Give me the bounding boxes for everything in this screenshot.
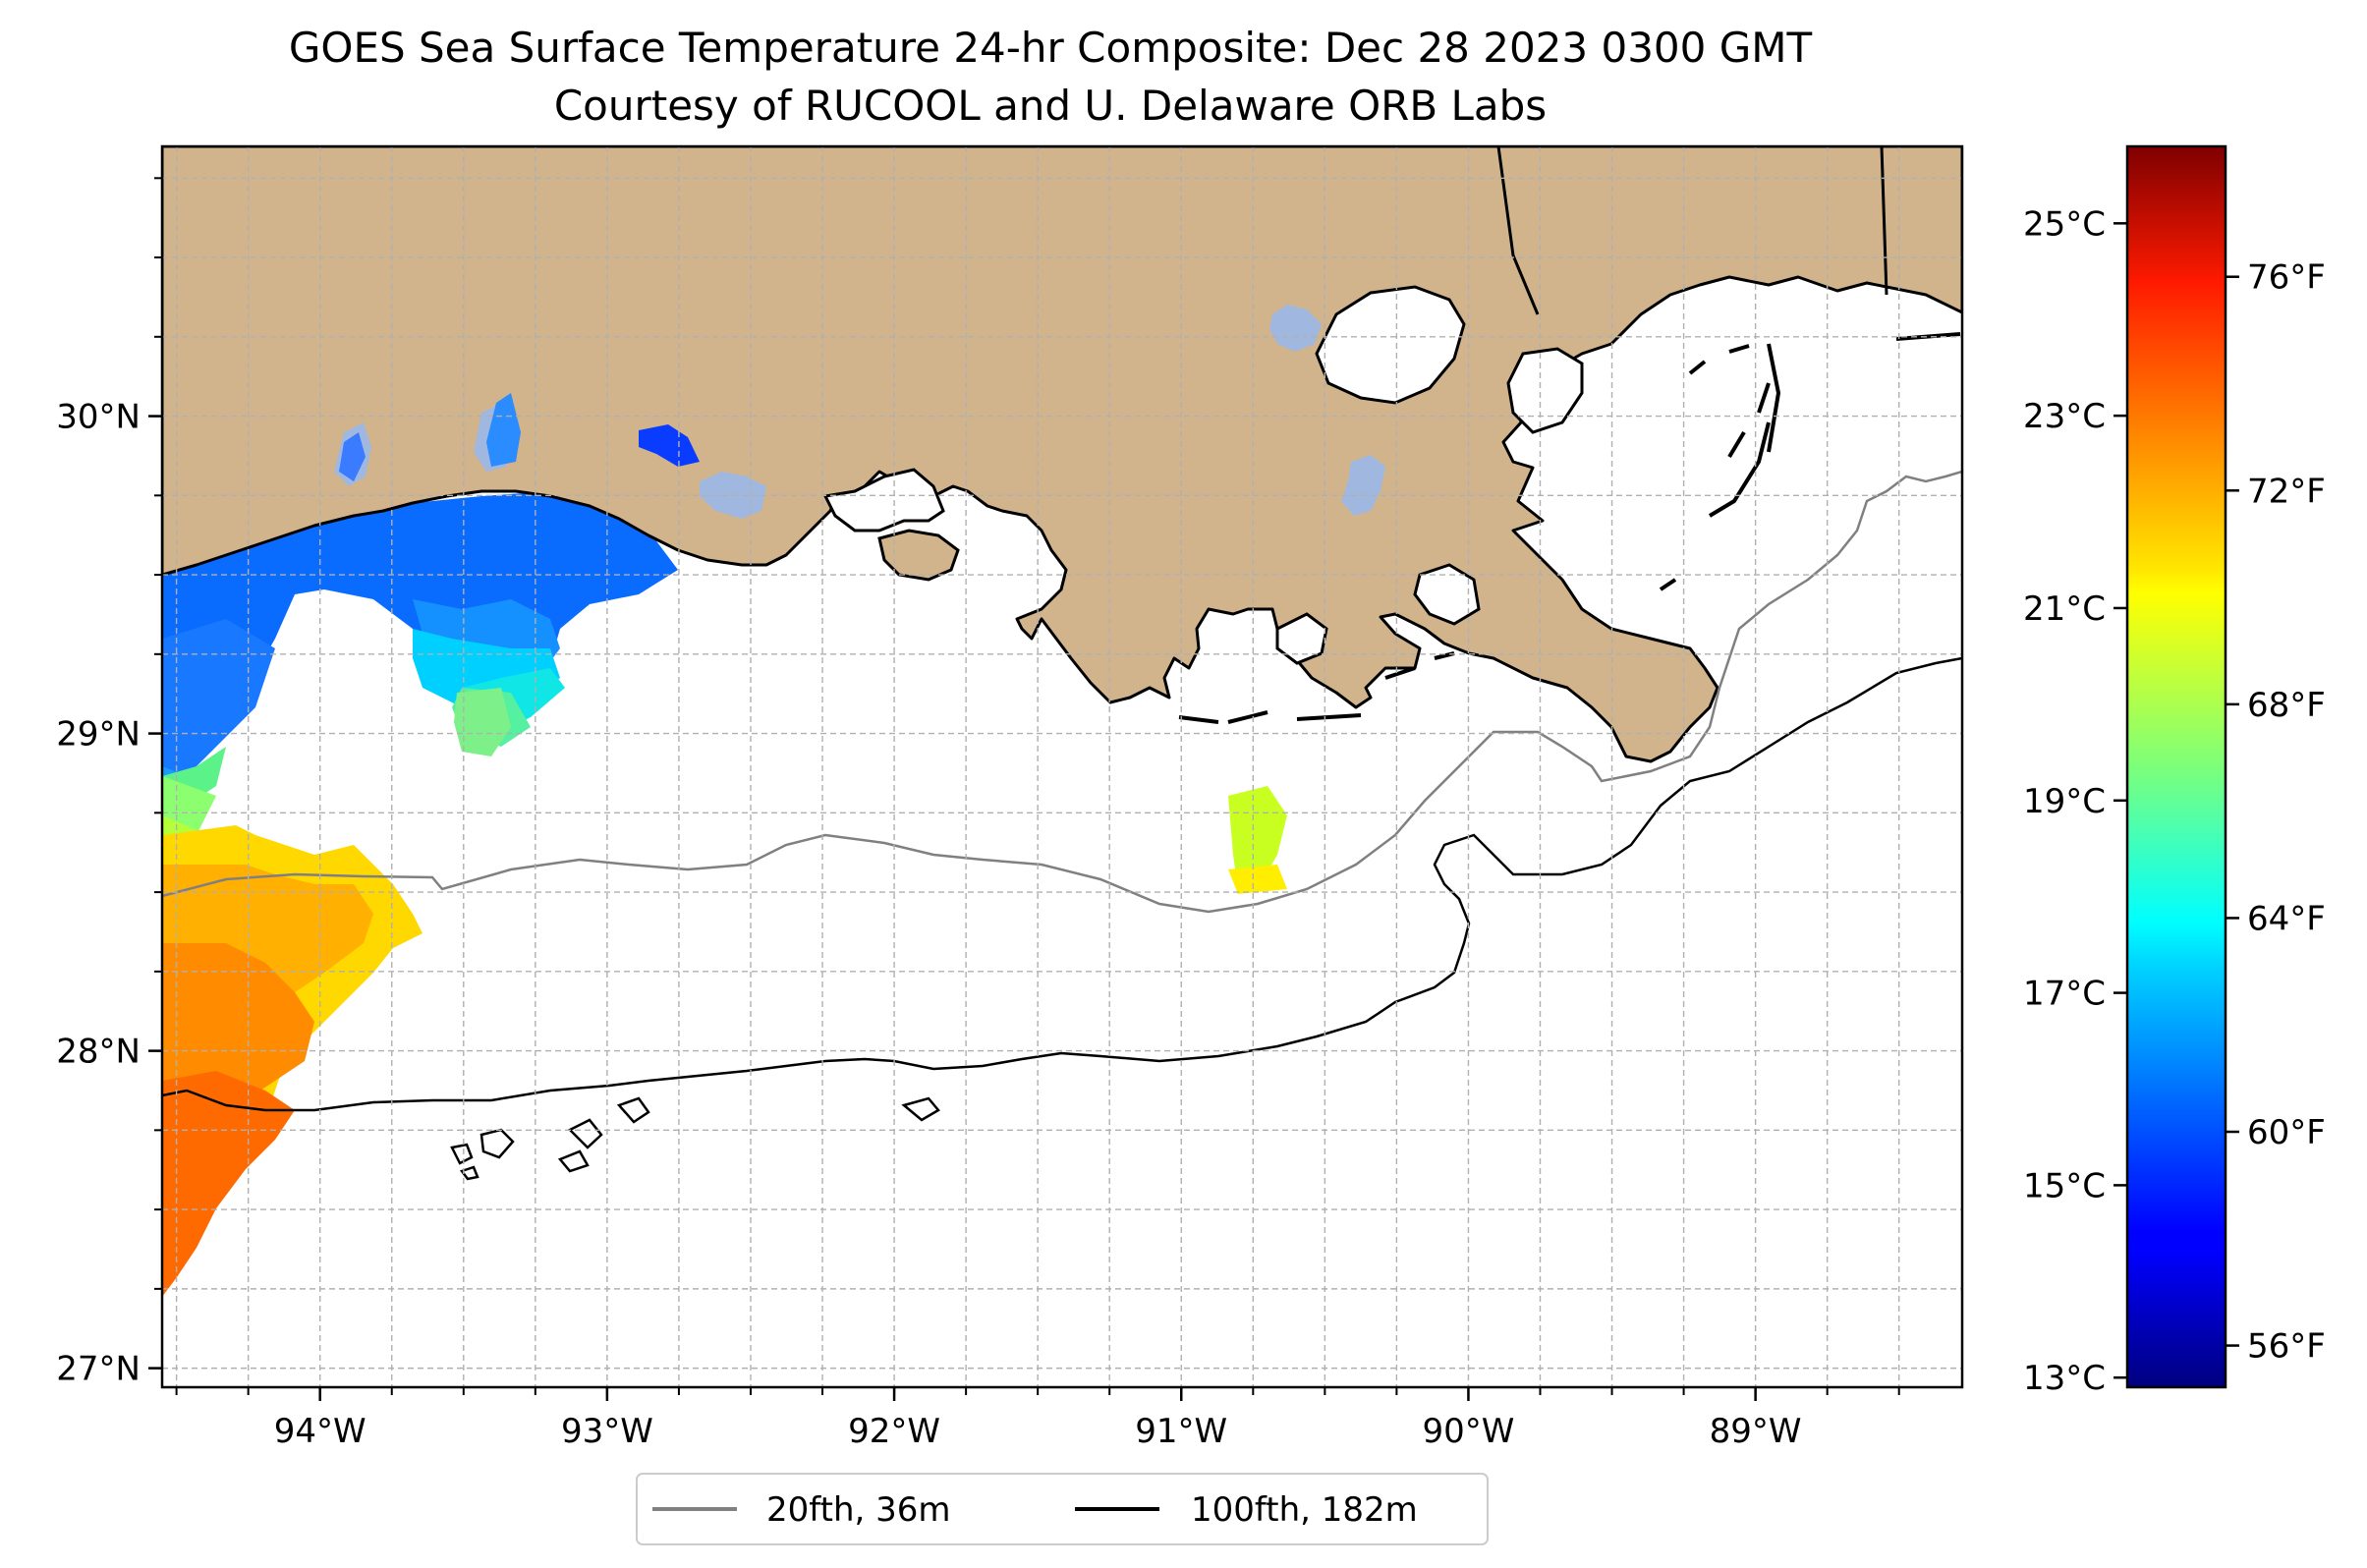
colorbar-label-f: 60°F [2247, 1113, 2326, 1152]
marsh-island [877, 529, 960, 582]
sst-patch [1228, 865, 1287, 894]
colorbar-label-c: 17°C [2023, 975, 2106, 1014]
map-axes: 94°W 93°W 92°W 91°W 90°W 89°W 30°N 29°N 28°N 27°N [56, 177, 1900, 1451]
colorbar-gradient [2125, 144, 2227, 1389]
colorbar-label-f: 68°F [2247, 686, 2326, 725]
colorbar-label-f: 64°F [2247, 899, 2326, 938]
colorbar-label-f: 76°F [2247, 258, 2326, 298]
legend-label-20fth: 20fth, 36m [766, 1490, 951, 1530]
state-border-ms [1880, 146, 1888, 296]
terrebonne-bay [1275, 612, 1328, 665]
lake-maurepas [1269, 305, 1322, 352]
legend-label-100fth: 100fth, 182m [1191, 1490, 1418, 1530]
vermilion-bay [822, 468, 945, 532]
tick-label-lat: 27°N [56, 1350, 141, 1389]
lake-borgne [1506, 347, 1584, 434]
barataria-bay [1413, 563, 1481, 626]
chart-title: GOES Sea Surface Temperature 24-hr Compo… [289, 24, 1813, 72]
colorbar-label-c: 15°C [2023, 1166, 2106, 1205]
lake-pontchartrain [1315, 285, 1466, 405]
colorbar-label-c: 13°C [2023, 1359, 2106, 1398]
land-louisiana [162, 146, 1962, 763]
sst-patch-mermentau [639, 424, 700, 467]
tick-label-lon: 90°W [1422, 1412, 1514, 1451]
colorbar-label-c: 25°C [2023, 204, 2106, 244]
colorbar-label-c: 23°C [2023, 397, 2106, 436]
tick-label-lon: 89°W [1710, 1412, 1802, 1451]
colorbar-label-c: 19°C [2023, 782, 2106, 821]
tick-label-lon: 91°W [1135, 1412, 1227, 1451]
map-frame [160, 144, 1964, 1389]
tick-label-lon: 92°W [848, 1412, 940, 1451]
lac-des-allemands [1341, 455, 1385, 516]
sst-patch-sabine [339, 432, 366, 481]
legend-box [636, 1473, 1489, 1545]
tick-label-lon: 93°W [561, 1412, 653, 1451]
tick-label-lat: 29°N [56, 715, 141, 755]
gridlines [162, 146, 1962, 1387]
state-border-la-ms [1496, 146, 1540, 315]
sst-data-layer [162, 491, 1287, 1297]
isobath-20fth [162, 470, 1962, 914]
chart-subtitle: Courtesy of RUCOOL and U. Delaware ORB L… [554, 82, 1547, 130]
colorbar-label-f: 72°F [2247, 472, 2326, 511]
sst-patch [162, 619, 275, 776]
map-area [162, 146, 1962, 1387]
shelf-edge-banks [450, 1096, 940, 1181]
colorbar-ticks: 25°C 23°C 21°C 19°C 17°C 15°C 13°C 76°F 72°F 68°F… [2023, 204, 2326, 1398]
sst-patch [1228, 786, 1287, 889]
tick-label-lat: 28°N [56, 1033, 141, 1072]
legend: 20fth, 36m 100fth, 182m [636, 1473, 1489, 1545]
colorbar: 25°C 23°C 21°C 19°C 17°C 15°C 13°C 76°F 72°F 68°F… [2023, 144, 2326, 1398]
isobath-100fth [162, 656, 1962, 1112]
tick-label-lat: 30°N [56, 398, 141, 437]
colorbar-label-f: 56°F [2247, 1327, 2326, 1367]
tick-label-lon: 94°W [274, 1412, 366, 1451]
sst-patch [162, 1071, 295, 1297]
colorbar-label-c: 21°C [2023, 589, 2106, 629]
sst-patch-calcasieu [486, 393, 521, 467]
sst-patch [454, 688, 511, 756]
